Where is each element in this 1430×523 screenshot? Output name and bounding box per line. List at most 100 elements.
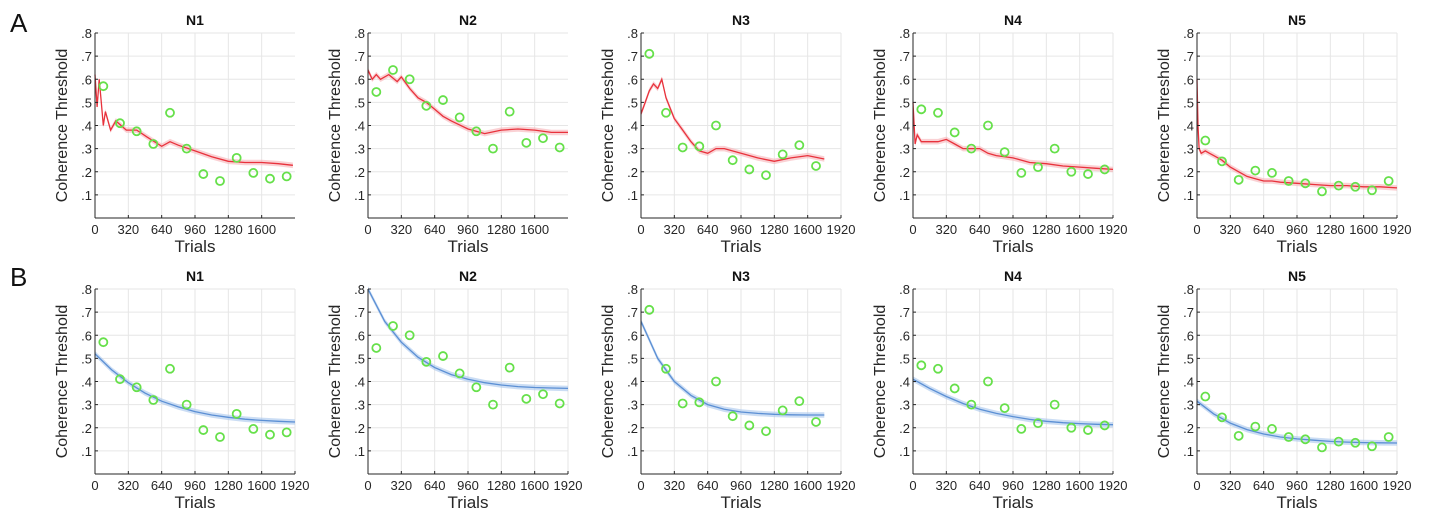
y-tick-label: .6 xyxy=(1183,72,1194,87)
data-point xyxy=(933,363,943,374)
y-tick-label: .8 xyxy=(627,26,638,41)
y-tick-label: .2 xyxy=(627,165,638,180)
chart-title: N1 xyxy=(186,12,204,28)
x-axis-label: Trials xyxy=(721,237,762,256)
x-tick-label: 1280 xyxy=(1316,222,1345,237)
data-point xyxy=(711,120,721,131)
x-tick-label: 640 xyxy=(1253,478,1275,493)
x-tick-label: 960 xyxy=(1002,222,1024,237)
fit-line xyxy=(367,288,569,390)
y-tick-label: .6 xyxy=(354,72,365,87)
data-point xyxy=(744,164,755,175)
data-point xyxy=(148,139,159,149)
data-point xyxy=(677,398,688,409)
data-point xyxy=(165,107,175,118)
y-tick-label: .4 xyxy=(81,375,92,390)
data-point xyxy=(471,126,482,137)
x-tick-label: 1600 xyxy=(520,478,549,493)
x-tick-label: 1280 xyxy=(1032,222,1061,237)
y-tick-label: .4 xyxy=(899,375,910,390)
x-tick-label: 320 xyxy=(935,222,957,237)
data-point xyxy=(98,81,109,92)
data-point xyxy=(1200,391,1211,402)
y-tick-label: .2 xyxy=(354,421,365,436)
data-point xyxy=(694,397,705,408)
x-tick-label: 320 xyxy=(117,222,139,237)
data-point xyxy=(1233,174,1244,185)
data-point xyxy=(538,389,548,400)
data-point xyxy=(488,399,498,410)
data-point xyxy=(115,374,125,385)
data-point xyxy=(404,74,415,85)
data-point xyxy=(1350,437,1361,448)
data-point xyxy=(694,141,705,152)
x-tick-label: 960 xyxy=(184,478,206,493)
data-point xyxy=(198,425,209,435)
x-tick-label: 1280 xyxy=(214,478,243,493)
x-tick-label: 960 xyxy=(457,478,479,493)
y-tick-label: .5 xyxy=(81,95,92,110)
x-tick-label: 1280 xyxy=(760,478,789,493)
data-point xyxy=(1049,399,1060,410)
data-point xyxy=(983,120,993,131)
x-axis-label: Trials xyxy=(1277,493,1318,512)
data-point xyxy=(488,143,498,154)
x-axis-label: Trials xyxy=(175,493,216,512)
data-point xyxy=(949,127,960,138)
x-axis-label: Trials xyxy=(993,493,1034,512)
y-tick-label: .2 xyxy=(899,421,910,436)
data-point xyxy=(1333,180,1344,191)
x-tick-label: 960 xyxy=(730,222,752,237)
y-tick-label: .1 xyxy=(1183,444,1194,459)
data-point xyxy=(521,137,532,148)
y-axis-label: Coherence Threshold xyxy=(1156,305,1173,459)
x-tick-label: 320 xyxy=(1219,222,1241,237)
y-axis-label: Coherence Threshold xyxy=(600,49,617,203)
x-tick-label: 0 xyxy=(1193,478,1200,493)
data-point xyxy=(215,176,225,186)
fit-line xyxy=(94,353,296,423)
y-tick-label: .5 xyxy=(1183,351,1194,366)
x-tick-label: 320 xyxy=(663,222,685,237)
y-tick-label: .7 xyxy=(627,49,638,64)
x-tick-label: 1280 xyxy=(487,478,516,493)
data-point xyxy=(1016,168,1027,178)
x-tick-label: 320 xyxy=(117,478,139,493)
data-point xyxy=(1367,441,1377,452)
data-point xyxy=(504,106,515,117)
x-tick-label: 320 xyxy=(390,222,412,237)
y-tick-label: .7 xyxy=(627,305,638,320)
data-point xyxy=(371,87,382,97)
y-tick-label: .3 xyxy=(354,142,365,157)
data-point xyxy=(1283,176,1294,186)
data-point xyxy=(1383,432,1394,442)
data-point xyxy=(438,351,448,361)
data-point xyxy=(811,417,821,427)
y-tick-label: .8 xyxy=(81,26,92,41)
y-axis-label: Coherence Threshold xyxy=(54,305,71,459)
row-label-a: A xyxy=(10,8,28,38)
y-axis-label: Coherence Threshold xyxy=(872,305,889,459)
x-tick-label: 1280 xyxy=(214,222,243,237)
x-tick-label: 0 xyxy=(364,222,371,237)
y-tick-label: .1 xyxy=(899,188,910,203)
fit-line xyxy=(1196,400,1398,444)
y-tick-label: .5 xyxy=(627,351,638,366)
data-point xyxy=(1217,412,1227,423)
y-tick-label: .3 xyxy=(627,142,638,157)
data-point xyxy=(1250,421,1261,432)
x-tick-label: 1920 xyxy=(1099,478,1128,493)
y-tick-label: .4 xyxy=(627,375,638,390)
y-tick-label: .2 xyxy=(627,421,638,436)
y-tick-label: .1 xyxy=(354,188,365,203)
data-point xyxy=(131,126,142,137)
data-point xyxy=(1049,143,1060,154)
y-tick-label: .7 xyxy=(354,305,365,320)
y-tick-label: .5 xyxy=(81,351,92,366)
chart-panel: 0 320 640 960 1280 1600 1920 .1 .2 .3 .4 .5 .6 .7 .8 N4… xyxy=(872,268,1127,512)
x-tick-label: 0 xyxy=(637,478,644,493)
y-tick-label: .6 xyxy=(81,72,92,87)
y-tick-label: .3 xyxy=(81,142,92,157)
x-tick-label: 1600 xyxy=(793,478,822,493)
y-tick-label: .4 xyxy=(354,375,365,390)
